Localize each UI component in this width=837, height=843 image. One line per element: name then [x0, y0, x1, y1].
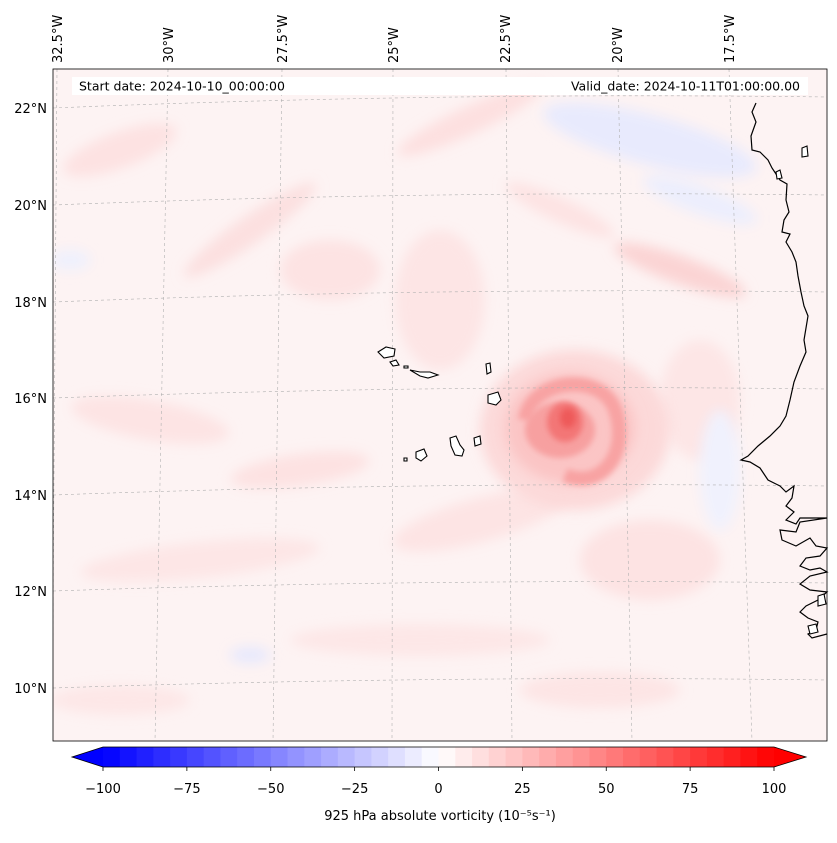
valid-date: Valid_date: 2024-10-11T01:00:00.00 — [571, 79, 800, 94]
island-santiago — [449, 435, 465, 457]
latitude-label: 10°N — [14, 682, 47, 697]
island-fogo — [415, 448, 428, 462]
colorbar-segment — [505, 747, 523, 767]
vortex — [480, 350, 670, 510]
colorbar-segment — [472, 747, 490, 767]
colorbar-segment — [321, 747, 339, 767]
colorbar-segment — [690, 747, 708, 767]
colorbar-tick-label: 25 — [514, 782, 531, 797]
island-sao-nicolau — [409, 369, 440, 379]
latitude-label: 12°N — [14, 585, 47, 600]
colorbar-tick-label: 50 — [598, 782, 615, 797]
coast-island-4 — [807, 623, 819, 635]
header-strip — [72, 77, 808, 95]
colorbar-segment — [455, 747, 473, 767]
colorbar-ticks: −100 −75 −50 −25 0 25 50 75 100 — [85, 767, 786, 797]
colorbar-segment — [673, 747, 691, 767]
colorbar-segment — [522, 747, 540, 767]
colorbar-segment — [203, 747, 221, 767]
coast-island-3 — [817, 593, 827, 607]
colorbar-segment — [706, 747, 725, 767]
colorbar-segment — [639, 747, 658, 767]
island-brava — [403, 457, 408, 462]
latitude-labels: 22°N 20°N 18°N 16°N 14°N 12°N 10°N — [14, 102, 47, 697]
island-boa-vista — [487, 391, 502, 406]
island-maio — [473, 435, 482, 447]
colorbar-segment — [606, 747, 624, 767]
negative-vorticity-region — [53, 102, 757, 663]
latitude-label: 20°N — [14, 199, 47, 214]
colorbar-segment — [623, 747, 641, 767]
map-frame — [52, 68, 828, 742]
colorbar-segment — [438, 747, 456, 767]
colorbar-segment — [270, 747, 289, 767]
start-date: Start date: 2024-10-10_00:00:00 — [79, 79, 285, 94]
colorbar-segment — [337, 747, 356, 767]
colorbar-segment — [421, 747, 439, 767]
colorbar-segment — [153, 747, 171, 767]
map-panel: Start date: 2024-10-10_00:00:00 Valid_da… — [52, 68, 829, 742]
colorbar-segment — [304, 747, 322, 767]
colorbar-segment — [723, 747, 741, 767]
island-santa-luzia — [403, 365, 409, 369]
longitude-labels: 32.5°W 30°W 27.5°W 25°W 22.5°W 20°W 17.5°W — [51, 15, 738, 63]
colorbar-tick-label: 75 — [682, 782, 699, 797]
colorbar-tick-label: −75 — [173, 782, 200, 797]
island-santo-antao — [377, 346, 396, 359]
latitude-label: 16°N — [14, 392, 47, 407]
colorbar-tick-label: −100 — [85, 782, 121, 797]
longitude-label: 22.5°W — [499, 15, 514, 63]
colorbar-segment — [572, 747, 590, 767]
colorbar-segment — [220, 747, 238, 767]
longitude-label: 17.5°W — [723, 15, 738, 63]
colorbar-segment — [404, 747, 423, 767]
colorbar-tick-label: 100 — [762, 782, 787, 797]
colorbar-segment — [388, 747, 406, 767]
latitude-label: 18°N — [14, 296, 47, 311]
colorbar-segment — [555, 747, 574, 767]
african-coastline — [739, 102, 829, 639]
colorbar-tick-label: −50 — [257, 782, 284, 797]
coast-island-1 — [801, 145, 809, 158]
longitude-label: 27.5°W — [276, 15, 291, 63]
colorbar-segment — [589, 747, 607, 767]
longitude-label: 32.5°W — [51, 15, 66, 63]
colorbar-segment — [253, 747, 272, 767]
colorbar-tick-label: −25 — [341, 782, 368, 797]
island-sal — [485, 362, 492, 375]
colorbar-segment — [186, 747, 205, 767]
island-sao-vicente — [389, 359, 400, 367]
colorbar-segments — [103, 747, 775, 767]
islands — [377, 346, 502, 462]
colorbar-segment — [136, 747, 154, 767]
colorbar-segment — [539, 747, 557, 767]
longitude-label: 25°W — [387, 27, 402, 63]
colorbar-extend-low — [72, 747, 103, 767]
colorbar-segment — [371, 747, 389, 767]
colorbar-segment — [103, 747, 121, 767]
colorbar-segment — [488, 747, 507, 767]
coast-island-2 — [775, 169, 783, 180]
colorbar-segment — [656, 747, 674, 767]
longitude-label: 30°W — [162, 27, 177, 63]
colorbar-segment — [119, 747, 138, 767]
latitude-label: 22°N — [14, 102, 47, 117]
colorbar-segment — [757, 747, 775, 767]
graticule — [53, 69, 827, 741]
colorbar-segment — [170, 747, 188, 767]
colorbar-segment — [740, 747, 758, 767]
colorbar-label: 925 hPa absolute vorticity (10⁻⁵s⁻¹) — [324, 809, 556, 824]
colorbar-extend-high — [774, 747, 806, 767]
latitude-label: 14°N — [14, 489, 47, 504]
longitude-label: 20°W — [611, 27, 626, 63]
colorbar-segment — [287, 747, 305, 767]
colorbar: −100 −75 −50 −25 0 25 50 75 100 925 hPa absolute… — [70, 746, 808, 824]
colorbar-segment — [237, 747, 255, 767]
colorbar-segment — [354, 747, 372, 767]
colorbar-tick-label: 0 — [434, 782, 442, 797]
